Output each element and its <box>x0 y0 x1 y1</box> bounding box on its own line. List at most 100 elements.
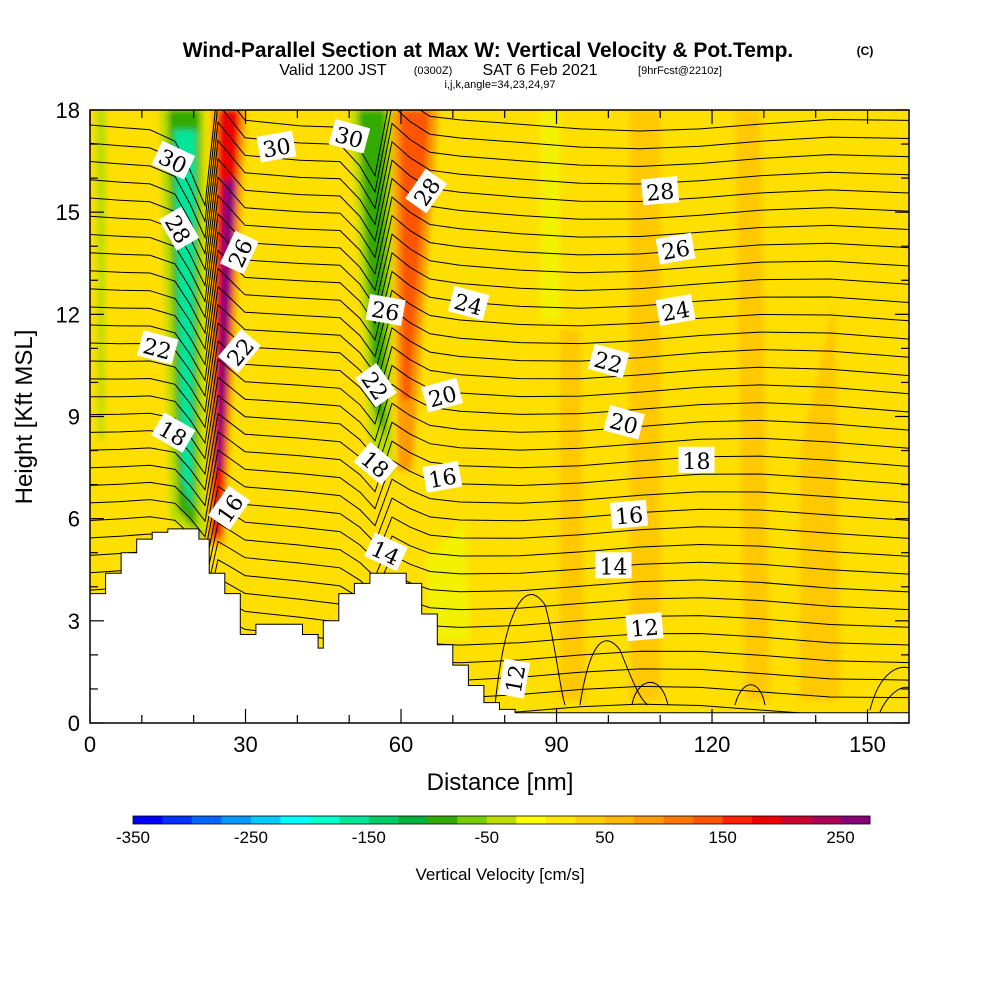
contour-label: 30 <box>328 119 371 154</box>
colorbar-tick-label: -50 <box>475 828 500 847</box>
colorbar-tick-label: 150 <box>708 828 736 847</box>
x-tick-label: 120 <box>694 732 731 757</box>
contour-label-text: 28 <box>645 180 675 207</box>
colorbar-swatch <box>133 816 163 824</box>
contour-label-text: 30 <box>261 134 293 163</box>
contour-label-box <box>655 293 696 326</box>
isentrope-line <box>90 303 909 398</box>
colorbar-tick-label: -250 <box>234 828 268 847</box>
colorbar-swatch <box>722 816 753 824</box>
contour-label-box <box>641 176 680 206</box>
contour-label: 26 <box>220 230 259 275</box>
contour-label-box <box>256 130 297 163</box>
contour-label-box <box>220 230 259 275</box>
contour-label: 26 <box>655 232 696 266</box>
colorbar-swatch <box>398 816 429 824</box>
contour-loop-2 <box>579 640 649 706</box>
colorbar: -350 -250 -150 -50 50 150 250 <box>116 815 871 847</box>
contour-loop-3 <box>631 682 669 706</box>
colorbar-swatch <box>221 816 252 824</box>
contour-label-text: 16 <box>614 503 644 530</box>
contour-label: 12 <box>625 612 664 643</box>
contour-label-box <box>151 412 196 453</box>
isentrope-line <box>90 358 909 445</box>
contour-label-box <box>595 552 632 579</box>
colorbar-swatch <box>250 816 281 824</box>
x-axis: 0 30 60 90 120 150 <box>84 110 886 757</box>
x-tick-label: 0 <box>84 732 96 757</box>
contour-label-box <box>421 377 463 413</box>
y-tick-label: 12 <box>56 302 80 327</box>
contour-label-text: 14 <box>600 555 628 580</box>
isentrope-line <box>90 431 909 507</box>
contour-loop-5 <box>869 666 909 711</box>
colorbar-tick-label: -350 <box>116 828 150 847</box>
isentrope-line <box>90 267 909 367</box>
contour-label: 12 <box>498 658 531 699</box>
x-tick-label: 90 <box>544 732 568 757</box>
colorbar-tick-label: -150 <box>352 828 386 847</box>
isentrope-line <box>90 285 909 382</box>
contour-label: 24 <box>655 293 696 327</box>
colorbar-swatch <box>191 816 222 824</box>
contour-label-box <box>354 363 397 408</box>
contour-label-box <box>678 446 715 473</box>
colorbar-swatch <box>840 816 871 824</box>
contour-label-box <box>625 612 664 642</box>
contour-label-text: 26 <box>369 298 401 327</box>
y-axis: 0 3 6 9 12 15 18 <box>56 98 909 736</box>
colorbar-tick-label: 250 <box>826 828 854 847</box>
contour-loop-1 <box>494 594 566 706</box>
colorbar-swatch <box>575 816 606 824</box>
isentrope-line <box>90 110 909 224</box>
colorbar-swatch <box>663 816 694 824</box>
contour-label-text: 12 <box>502 663 531 695</box>
contour-label-box <box>353 441 398 485</box>
contour-label-box <box>655 232 696 265</box>
weak-updraft-4 <box>800 300 840 700</box>
contour-label-box <box>609 499 649 529</box>
chart-title: Wind-Parallel Section at Max W: Vertical… <box>183 39 794 62</box>
weak-downdraft-2 <box>540 110 560 320</box>
isentrope-line <box>90 231 909 335</box>
colorbar-title: Vertical Velocity [cm/s] <box>415 865 584 884</box>
valid-time: Valid 1200 JST <box>279 62 387 79</box>
contour-label-text: 12 <box>630 615 660 642</box>
colorbar-swatch <box>339 816 370 824</box>
y-axis-title: Height [Kft MSL] <box>11 330 38 505</box>
contour-label-box <box>158 206 200 251</box>
contour-label-box <box>587 343 630 379</box>
colorbar-swatch <box>368 816 399 824</box>
isentrope-line <box>90 121 909 240</box>
colorbar-swatch <box>309 816 340 824</box>
x-axis-title: Distance [nm] <box>427 769 574 796</box>
contour-label-box <box>364 532 408 572</box>
contour-loop-6 <box>879 686 909 713</box>
contour-label: 18 <box>678 446 715 475</box>
colorbar-swatch <box>752 816 782 824</box>
copyright-mark: (C) <box>857 44 874 58</box>
colorbar-swatch <box>781 816 812 824</box>
y-tick-label: 9 <box>68 405 80 430</box>
contour-label: 16 <box>609 499 649 530</box>
contour-label: 30 <box>151 140 196 180</box>
y-tick-label: 0 <box>68 711 80 736</box>
y-tick-label: 15 <box>56 200 80 225</box>
x-tick-label: 30 <box>233 732 257 757</box>
valid-date: SAT 6 Feb 2021 <box>482 62 597 79</box>
contour-label-text: 24 <box>660 298 692 327</box>
contour-label-box <box>498 658 531 699</box>
contour-label-box <box>365 293 406 326</box>
contour-label: 16 <box>422 460 463 494</box>
contour-label: 30 <box>256 130 297 164</box>
colorbar-swatch <box>486 816 517 824</box>
isentrope-line <box>90 467 909 538</box>
valid-utc: (0300Z) <box>414 65 453 77</box>
contour-label-box <box>136 330 179 365</box>
contour-label-box <box>218 329 262 374</box>
contour-label: 14 <box>595 552 632 580</box>
contour-label-text: 18 <box>683 450 711 475</box>
contour-label: 28 <box>641 176 680 207</box>
isentrope-line <box>90 176 909 288</box>
